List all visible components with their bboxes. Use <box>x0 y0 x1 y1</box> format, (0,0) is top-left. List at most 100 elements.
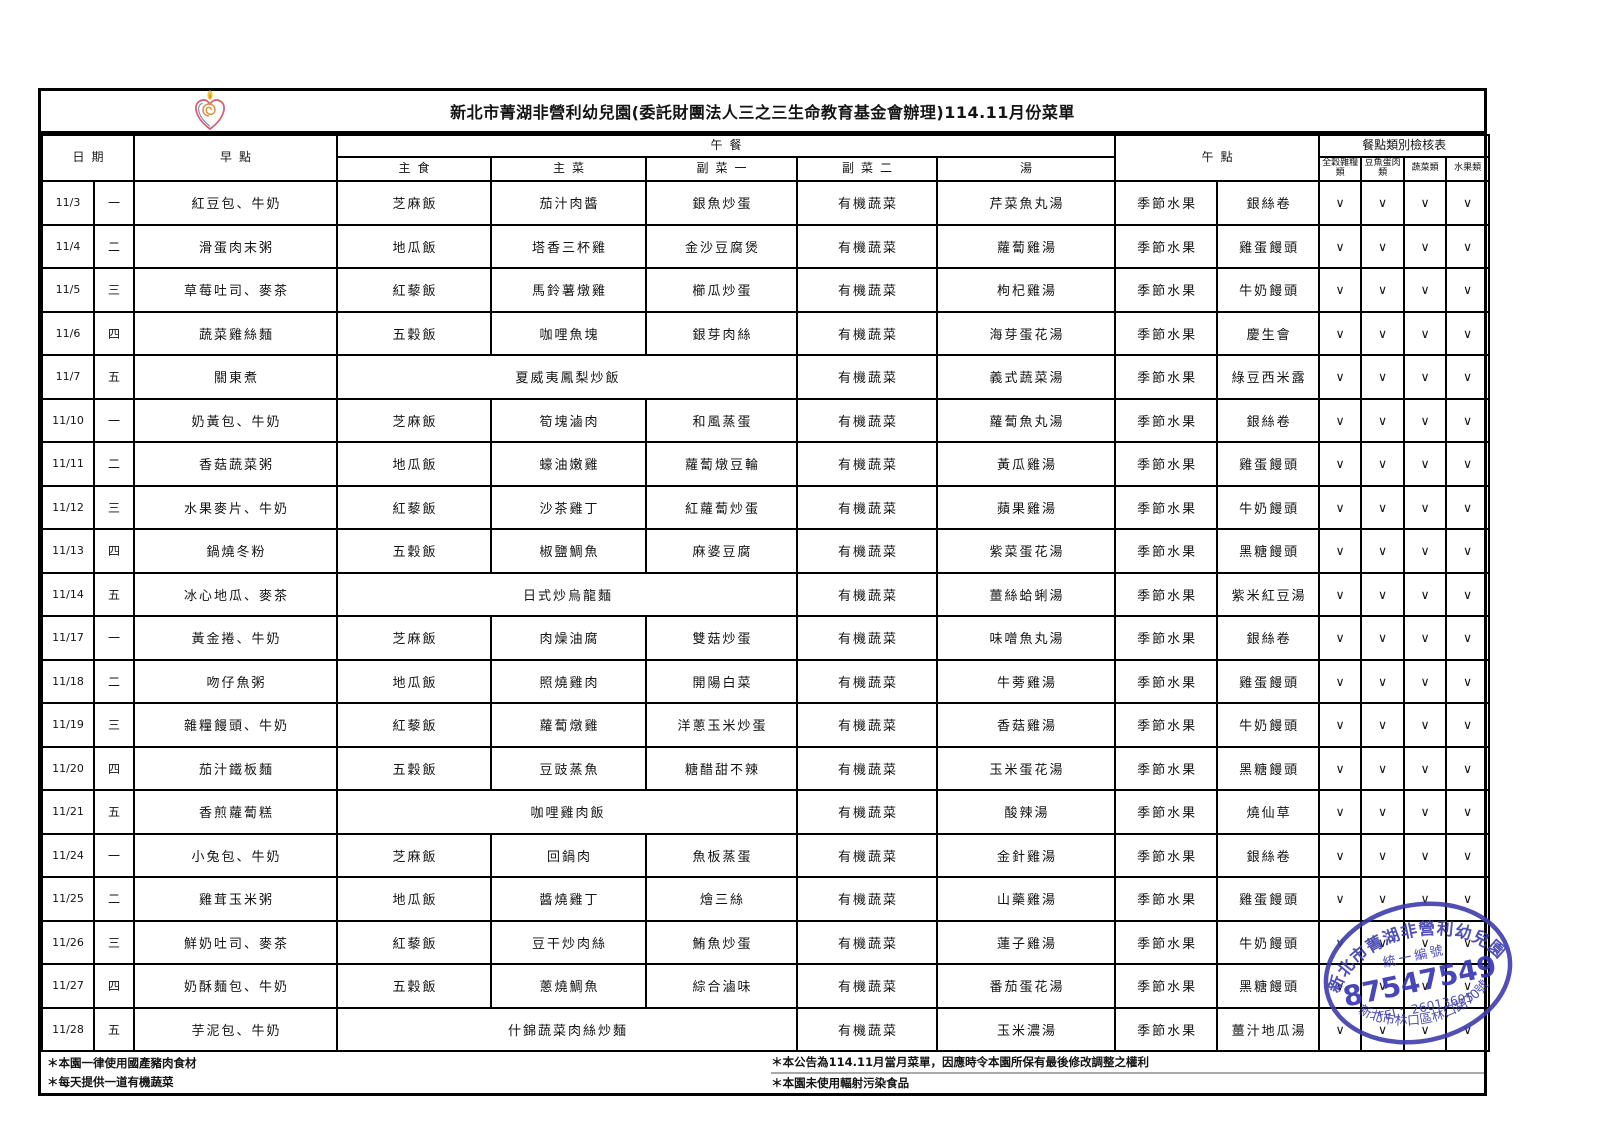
soup-cell: 蘿蔔魚丸湯 <box>936 397 1117 443</box>
menu-row: 11/5 三草莓吐司、麥茶 紅藜飯 馬鈴薯燉雞 櫛瓜炒蛋 有機蔬菜 枸杞雞湯 季節水果 牛奶饅頭… <box>41 267 1491 313</box>
side-dish-1-cell: 洋蔥玉米炒蛋 <box>645 702 799 748</box>
breakfast-cell: 香煎蘿蔔糕 <box>133 789 339 835</box>
check-cell: ∨ <box>1360 876 1406 922</box>
header-fruit-class: 水果類 <box>1445 156 1491 182</box>
afternoon-fruit-cell: 季節水果 <box>1114 658 1219 704</box>
breakfast-cell: 黃金捲、牛奶 <box>133 615 339 661</box>
main-dish-cell: 塔香三杯雞 <box>490 223 648 269</box>
afternoon-fruit-cell: 季節水果 <box>1114 1006 1219 1052</box>
main-dish-cell: 豆豉蒸魚 <box>490 745 648 791</box>
menu-row: 11/12 三水果麥片、牛奶 紅藜飯 沙茶雞丁 紅蘿蔔炒蛋 有機蔬菜 蘋果雞湯 季節水果 牛奶饅… <box>41 484 1491 530</box>
afternoon-snack-cell: 雞蛋饅頭 <box>1216 223 1321 269</box>
side-dish-1-cell: 燴三絲 <box>645 876 799 922</box>
afternoon-fruit-cell: 季節水果 <box>1114 354 1219 400</box>
header-lunch: 午餐 <box>336 134 1117 158</box>
side-dish-2-cell: 有機蔬菜 <box>796 702 939 748</box>
menu-rows: 11/3 一紅豆包、牛奶 芝麻飯 茄汁肉醬 銀魚炒蛋 有機蔬菜 芹菜魚丸湯 季節水果 銀絲卷 ∨ ∨… <box>41 180 1491 1052</box>
check-cell: ∨ <box>1360 832 1406 878</box>
menu-sheet: 新北市菁湖非營利幼兒園(委託財團法人三之三生命教育基金會辦理)114.11月份菜… <box>38 88 1491 1096</box>
check-cell: ∨ <box>1360 441 1406 487</box>
staple-cell: 紅藜飯 <box>336 702 493 748</box>
date-cell: 11/5 <box>41 267 95 313</box>
menu-row: 11/6 四蔬菜雞絲麵 五穀飯 咖哩魚塊 銀芽肉絲 有機蔬菜 海芽蛋花湯 季節水果 慶生會 ∨ ∨ ∨… <box>41 310 1491 356</box>
date-cell: 11/21 <box>41 789 95 835</box>
check-cell: ∨ <box>1403 702 1448 748</box>
afternoon-snack-cell: 黑糖饅頭 <box>1216 528 1321 574</box>
date-cell: 11/27 <box>41 963 95 1009</box>
side-dish-1-cell: 鮪魚炒蛋 <box>645 919 799 965</box>
check-cell: ∨ <box>1445 267 1491 313</box>
main-dish-cell: 沙茶雞丁 <box>490 484 648 530</box>
menu-row: 11/17 一黃金捲、牛奶 芝麻飯 肉燥油腐 雙菇炒蛋 有機蔬菜 味噌魚丸湯 季節水果 銀絲卷 ∨… <box>41 615 1491 661</box>
afternoon-fruit-cell: 季節水果 <box>1114 745 1219 791</box>
soup-cell: 香菇雞湯 <box>936 702 1117 748</box>
breakfast-cell: 紅豆包、牛奶 <box>133 180 339 226</box>
side-dish-2-cell: 有機蔬菜 <box>796 223 939 269</box>
breakfast-cell: 香菇蔬菜粥 <box>133 441 339 487</box>
check-cell: ∨ <box>1445 354 1491 400</box>
breakfast-cell: 奶黃包、牛奶 <box>133 397 339 443</box>
soup-cell: 蓮子雞湯 <box>936 919 1117 965</box>
check-cell: ∨ <box>1403 789 1448 835</box>
check-cell: ∨ <box>1318 963 1363 1009</box>
afternoon-fruit-cell: 季節水果 <box>1114 267 1219 313</box>
check-cell: ∨ <box>1403 658 1448 704</box>
weekday-cell: 三 <box>92 919 136 965</box>
date-cell: 11/28 <box>41 1006 95 1052</box>
side-dish-2-cell: 有機蔬菜 <box>796 180 939 226</box>
weekday-cell: 四 <box>92 745 136 791</box>
side-dish-1-cell: 麻婆豆腐 <box>645 528 799 574</box>
check-cell: ∨ <box>1445 702 1491 748</box>
main-dish-cell: 蠔油嫩雞 <box>490 441 648 487</box>
side-dish-1-cell: 糖醋甜不辣 <box>645 745 799 791</box>
check-cell: ∨ <box>1318 441 1363 487</box>
staple-cell: 五穀飯 <box>336 310 493 356</box>
header-main-dish: 主菜 <box>490 156 648 182</box>
header-afternoon-snack: 午點 <box>1114 134 1321 182</box>
header-side-dish-1: 副菜一 <box>645 156 799 182</box>
date-cell: 11/19 <box>41 702 95 748</box>
main-dish-cell: 蘿蔔燉雞 <box>490 702 648 748</box>
main-dish-cell: 照燒雞肉 <box>490 658 648 704</box>
side-dish-2-cell: 有機蔬菜 <box>796 354 939 400</box>
weekday-cell: 四 <box>92 528 136 574</box>
date-cell: 11/4 <box>41 223 95 269</box>
staple-cell: 五穀飯 <box>336 963 493 1009</box>
weekday-cell: 一 <box>92 615 136 661</box>
side-dish-2-cell: 有機蔬菜 <box>796 919 939 965</box>
afternoon-snack-cell: 牛奶饅頭 <box>1216 484 1321 530</box>
soup-cell: 蘿蔔雞湯 <box>936 223 1117 269</box>
check-cell: ∨ <box>1403 1006 1448 1052</box>
side-dish-2-cell: 有機蔬菜 <box>796 745 939 791</box>
side-dish-1-cell: 開陽白菜 <box>645 658 799 704</box>
staple-cell: 紅藜飯 <box>336 267 493 313</box>
menu-row: 11/14 五冰心地瓜、麥茶 日式炒烏龍麵 有機蔬菜 薑絲蛤蜊湯 季節水果 紫米紅豆湯 ∨ ∨ ∨… <box>41 571 1491 617</box>
menu-table-header: 日期 早點 午餐 午點 餐點類別檢核表 主食 主菜 副菜一 副菜二 湯 全穀雜糧… <box>40 134 1491 182</box>
side-dish-2-cell: 有機蔬菜 <box>796 876 939 922</box>
notes-right: ＊本公告為114.11月當月菜單，因應時令本園所保有最後修改調整之權利 ＊本園未… <box>771 1052 1484 1093</box>
breakfast-cell: 鍋燒冬粉 <box>133 528 339 574</box>
side-dish-2-cell: 有機蔬菜 <box>796 658 939 704</box>
check-cell: ∨ <box>1360 963 1406 1009</box>
check-cell: ∨ <box>1445 397 1491 443</box>
main-dish-cell: 蔥燒鯛魚 <box>490 963 648 1009</box>
menu-row: 11/7 五關東煮 夏威夷鳳梨炒飯 有機蔬菜 義式蔬菜湯 季節水果 綠豆西米露 ∨ ∨ ∨ ∨ <box>41 354 1491 400</box>
afternoon-snack-cell: 薑汁地瓜湯 <box>1216 1006 1321 1052</box>
side-dish-1-cell: 和風蒸蛋 <box>645 397 799 443</box>
soup-cell: 海芽蛋花湯 <box>936 310 1117 356</box>
check-cell: ∨ <box>1445 745 1491 791</box>
check-cell: ∨ <box>1360 615 1406 661</box>
weekday-cell: 四 <box>92 310 136 356</box>
check-cell: ∨ <box>1318 876 1363 922</box>
staple-cell: 地瓜飯 <box>336 441 493 487</box>
side-dish-2-cell: 有機蔬菜 <box>796 832 939 878</box>
date-cell: 11/12 <box>41 484 95 530</box>
afternoon-fruit-cell: 季節水果 <box>1114 919 1219 965</box>
side-dish-1-cell: 紅蘿蔔炒蛋 <box>645 484 799 530</box>
breakfast-cell: 奶酥麵包、牛奶 <box>133 963 339 1009</box>
soup-cell: 枸杞雞湯 <box>936 267 1117 313</box>
check-cell: ∨ <box>1403 397 1448 443</box>
header-checklist: 餐點類別檢核表 <box>1318 134 1491 158</box>
main-dish-cell: 肉燥油腐 <box>490 615 648 661</box>
check-cell: ∨ <box>1318 267 1363 313</box>
